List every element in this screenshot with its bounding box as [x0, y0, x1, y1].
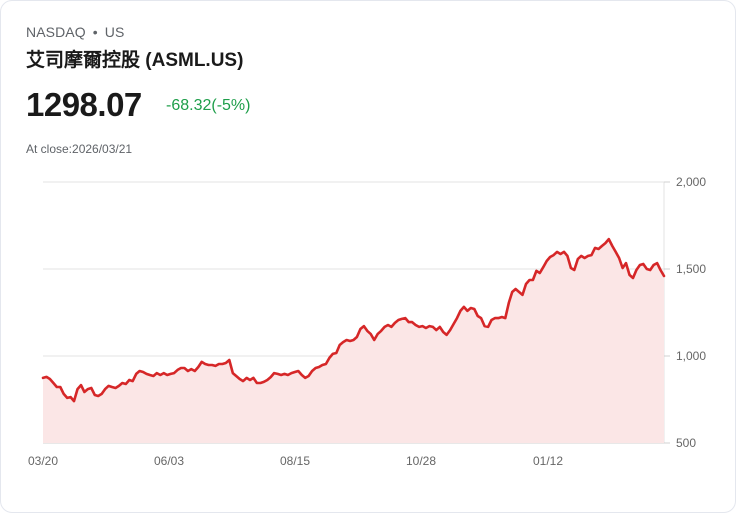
y-tick-label: 500 — [676, 436, 696, 450]
x-tick-label: 03/20 — [28, 454, 58, 468]
separator-dot: • — [92, 24, 98, 40]
close-timestamp: At close:2026/03/21 — [26, 142, 133, 156]
region-label: US — [104, 24, 125, 40]
exchange-name: NASDAQ — [26, 24, 86, 40]
x-tick-label: 06/03 — [154, 454, 184, 468]
price-change: -68.32(-5%) — [166, 97, 251, 114]
x-tick-label: 08/15 — [280, 454, 310, 468]
y-axis-labels: 2,000 1,500 1,000 500 — [676, 175, 706, 450]
y-tick-label: 1,000 — [676, 349, 706, 363]
price-line — [41, 237, 666, 403]
x-tick-label: 01/12 — [533, 454, 563, 468]
x-tick-label: 10/28 — [406, 454, 436, 468]
y-tick-label: 1,500 — [676, 262, 706, 276]
stock-title: 艾司摩爾控股 (ASML.US) — [26, 50, 244, 71]
x-axis-labels: 03/20 06/03 08/15 10/28 01/12 — [28, 454, 563, 468]
exchange-line: NASDAQ • US — [26, 24, 124, 40]
price-value: 1298.07 — [26, 86, 142, 123]
y-tick-label: 2,000 — [676, 175, 706, 189]
